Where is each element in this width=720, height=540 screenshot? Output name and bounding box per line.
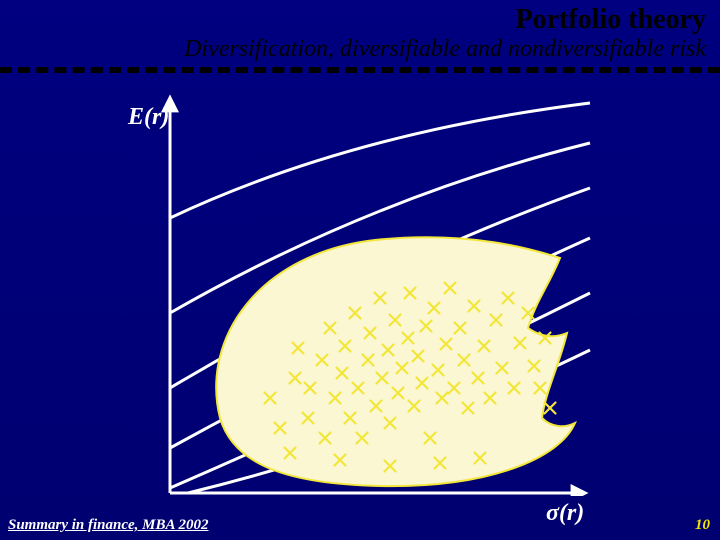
slide-title: Portfolio theory bbox=[0, 0, 720, 36]
y-axis-label: E(r) bbox=[128, 104, 169, 131]
footer-left: Summary in finance, MBA 2002 bbox=[8, 517, 208, 534]
feasible-region bbox=[216, 237, 575, 486]
x-axis-label: σ(r) bbox=[546, 500, 584, 527]
slide-subtitle: Diversification, diversifiable and nondi… bbox=[0, 36, 720, 67]
divider-rule bbox=[0, 67, 720, 73]
scatter-point bbox=[545, 403, 556, 414]
risk-return-diagram: E(r) σ(r) bbox=[130, 88, 600, 496]
footer-right: 10 bbox=[695, 517, 710, 534]
diagram-svg bbox=[130, 88, 600, 496]
